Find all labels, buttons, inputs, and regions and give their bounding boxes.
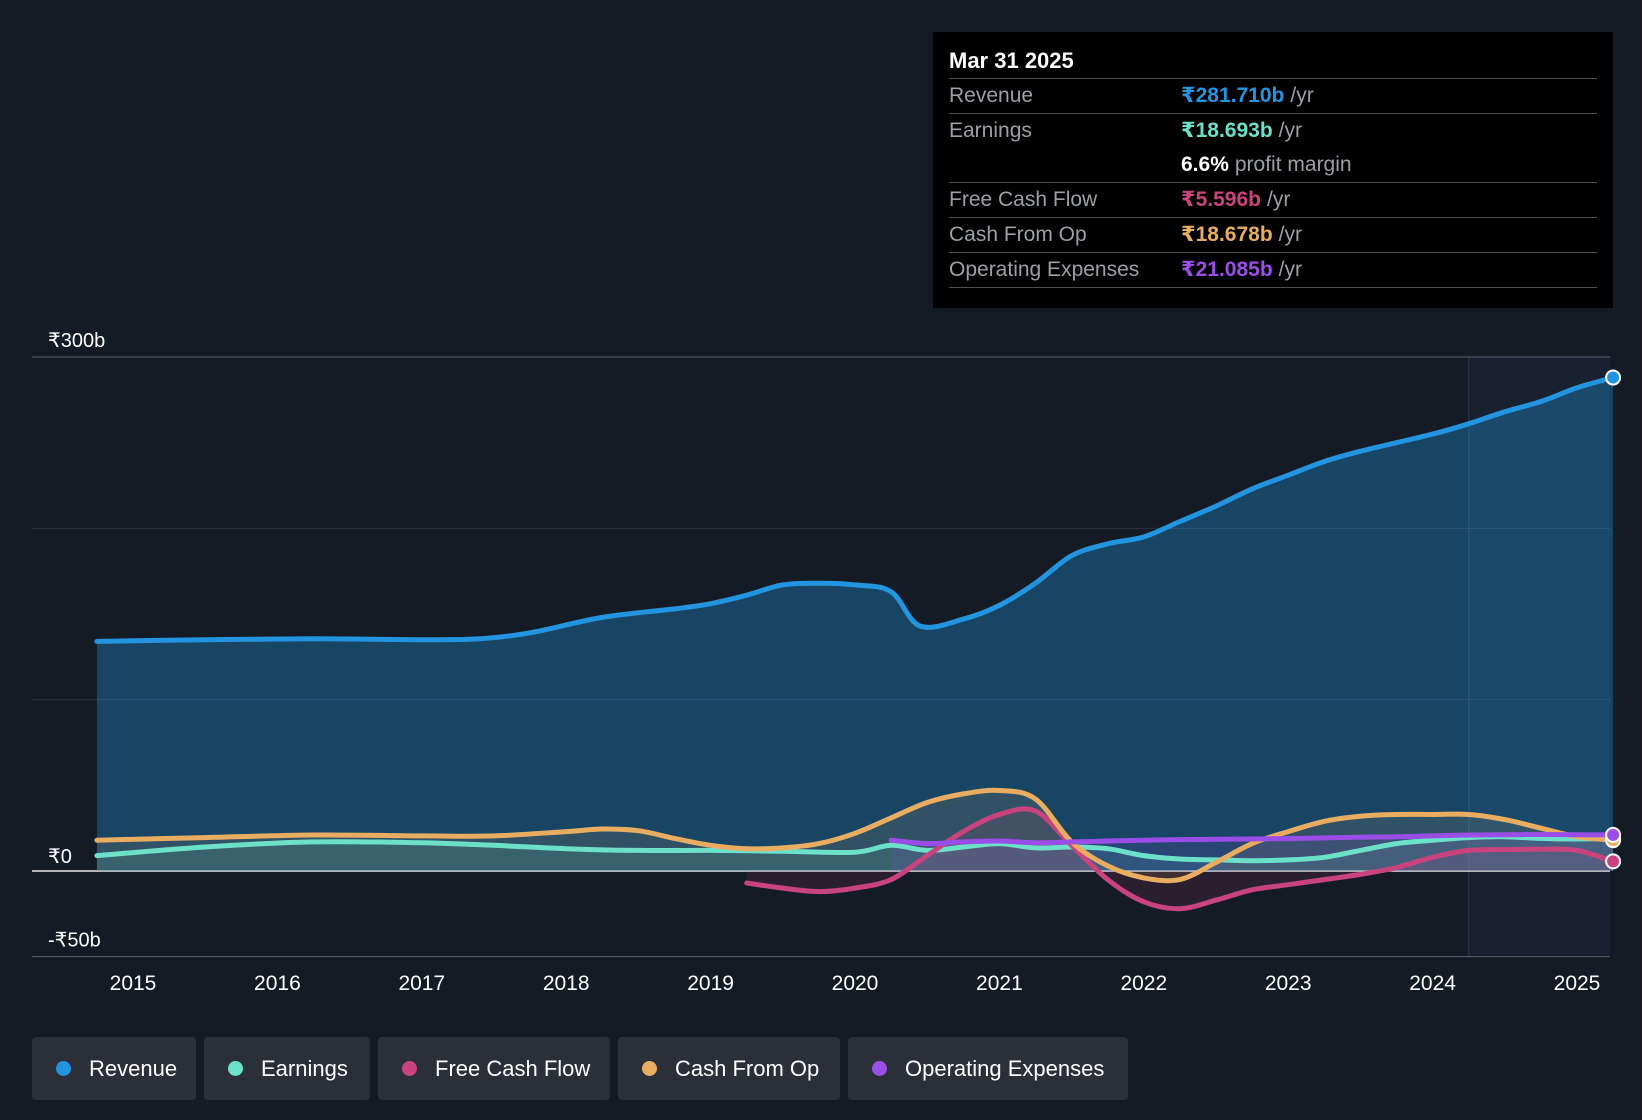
tooltip-unit: /yr: [1267, 188, 1291, 211]
tooltip-date: Mar 31 2025: [949, 46, 1597, 79]
tooltip-label: Revenue: [949, 84, 1034, 107]
legend-label: Free Cash Flow: [435, 1055, 591, 1081]
x-tick-label: 2023: [1265, 972, 1312, 995]
legend-dot-icon: [402, 1061, 417, 1076]
line-cash-from-op: [94, 787, 1616, 884]
legend-item-revenue[interactable]: Revenue: [32, 1037, 196, 1100]
tooltip-label: [949, 148, 1181, 182]
x-tick-label: 2019: [687, 972, 734, 995]
tooltip-row-profit-margin: 6.6% profit margin: [949, 148, 1597, 183]
marker-operating-expenses: [1605, 826, 1622, 843]
tooltip-label: Free Cash Flow: [949, 188, 1098, 211]
series-end-markers: [1605, 369, 1622, 870]
x-tick-label: 2020: [832, 972, 879, 995]
forecast-shading: [1468, 357, 1610, 957]
x-tick-label: 2021: [976, 972, 1023, 995]
tooltip-value: ₹18.678b: [1181, 223, 1273, 246]
x-tick-label: 2024: [1409, 972, 1456, 995]
x-tick-label: 2017: [398, 972, 445, 995]
tooltip-label: Earnings: [949, 119, 1032, 142]
tooltip-value: ₹281.710b: [1181, 84, 1285, 107]
tooltip-unit: /yr: [1290, 84, 1314, 107]
tooltip-unit: /yr: [1278, 119, 1302, 142]
tooltip-value: ₹18.693b: [1181, 119, 1273, 142]
legend-item-earnings[interactable]: Earnings: [204, 1037, 370, 1100]
legend-item-cash-from-op[interactable]: Cash From Op: [618, 1037, 840, 1100]
legend-label: Revenue: [89, 1055, 178, 1081]
legend-label: Operating Expenses: [905, 1055, 1105, 1081]
tooltip-row-cash-from-op: Cash From Op ₹18.678b /yr: [949, 218, 1597, 253]
tooltip-unit: profit margin: [1234, 153, 1352, 176]
line-revenue: [94, 375, 1616, 644]
tooltip-row-earnings: Earnings ₹18.693b /yr: [949, 114, 1597, 148]
tooltip-row-revenue: Revenue ₹281.710b /yr: [949, 79, 1597, 114]
y-axis: ₹300b ₹0 -₹50b: [48, 330, 105, 952]
tooltip-value: ₹5.596b: [1181, 188, 1261, 211]
tooltip-label: Cash From Op: [949, 223, 1087, 246]
tooltip-panel: Mar 31 2025 Revenue ₹281.710b /yr Earnin…: [933, 32, 1613, 308]
legend-dot-icon: [56, 1061, 71, 1076]
legend-item-free-cash-flow[interactable]: Free Cash Flow: [378, 1037, 610, 1100]
x-tick-label: 2016: [254, 972, 301, 995]
tooltip-label: Operating Expenses: [949, 258, 1140, 281]
area-revenue: [96, 377, 1614, 871]
series-areas: [96, 377, 1614, 909]
y-tick-label: ₹300b: [48, 330, 105, 352]
y-tick-label: ₹0: [48, 846, 72, 868]
legend-dot-icon: [642, 1061, 657, 1076]
series-lines: [94, 375, 1616, 912]
tooltip-row-operating-expenses: Operating Expenses ₹21.085b /yr: [949, 253, 1597, 288]
x-axis: 2015 2016 2017 2018 2019 2020 2021 2022 2023 2024…: [110, 972, 1601, 995]
x-tick-label: 2025: [1554, 972, 1601, 995]
x-tick-label: 2015: [110, 972, 157, 995]
tooltip-value: 6.6%: [1181, 153, 1229, 176]
gridlines: [32, 356, 1610, 958]
line-operating-expenses: [888, 832, 1616, 847]
legend-item-operating-expenses[interactable]: Operating Expenses: [848, 1037, 1128, 1100]
x-tick-label: 2022: [1120, 972, 1167, 995]
tooltip-value: ₹21.085b: [1181, 258, 1273, 281]
marker-free-cash-flow: [1605, 853, 1622, 870]
tooltip-unit: /yr: [1278, 258, 1302, 281]
marker-revenue: [1605, 369, 1622, 386]
x-tick-label: 2018: [543, 972, 590, 995]
tooltip-unit: /yr: [1278, 223, 1302, 246]
legend-dot-icon: [228, 1061, 243, 1076]
legend-dot-icon: [872, 1061, 887, 1076]
line-free-cash-flow: [744, 806, 1616, 912]
tooltip-row-free-cash-flow: Free Cash Flow ₹5.596b /yr: [949, 183, 1597, 218]
legend-label: Cash From Op: [675, 1055, 820, 1081]
y-tick-label: -₹50b: [48, 930, 101, 952]
line-earnings: [94, 834, 1616, 864]
legend-label: Earnings: [261, 1055, 348, 1081]
